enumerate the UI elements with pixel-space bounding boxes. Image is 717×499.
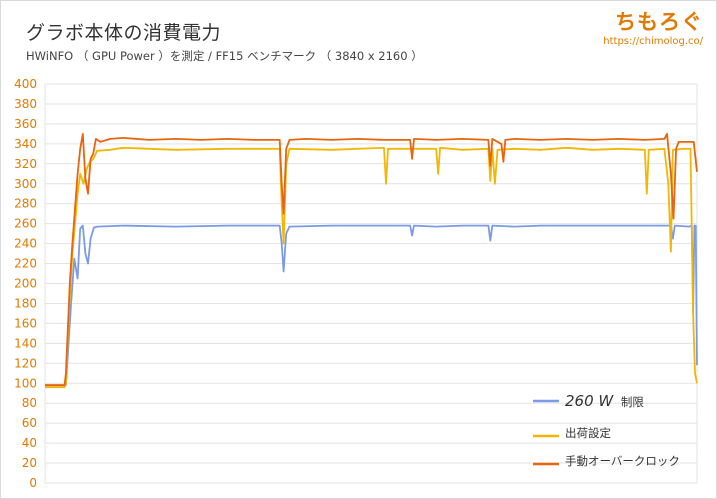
y-tick-label: 320 [14, 157, 37, 171]
y-tick-label: 120 [14, 356, 37, 370]
y-tick-label: 0 [29, 476, 37, 490]
y-tick-label: 400 [14, 77, 37, 91]
y-tick-label: 200 [14, 277, 37, 291]
legend-label-oc: 手動オーバークロック [565, 454, 680, 468]
y-tick-label: 380 [14, 97, 37, 111]
y-tick-label: 300 [14, 177, 37, 191]
y-tick-label: 100 [14, 376, 37, 390]
y-tick-label: 60 [22, 416, 37, 430]
legend-label-260w-suffix: 制限 [621, 395, 644, 409]
logo-url: https://chimolog.co/ [603, 36, 703, 47]
y-tick-label: 240 [14, 237, 37, 251]
site-logo: ちもろぐ https://chimolog.co/ [603, 6, 703, 47]
y-tick-label: 260 [14, 217, 37, 231]
series-line-260w [45, 224, 698, 387]
chart-title: グラボ本体の消費電力 [26, 22, 222, 44]
legend-label-260w-main: 260 W [565, 392, 614, 410]
y-tick-label: 340 [14, 137, 37, 151]
legend-label-260w: 260 W 制限 [565, 392, 644, 410]
legend: 260 W 制限 出荷設定 手動オーバークロック [533, 392, 680, 468]
grid [44, 83, 698, 484]
y-tick-label: 80 [22, 396, 37, 410]
y-tick-label: 280 [14, 197, 37, 211]
y-tick-label: 220 [14, 257, 37, 271]
y-tick-label: 40 [22, 436, 37, 450]
legend-label-stock: 出荷設定 [565, 426, 611, 440]
y-tick-label: 180 [14, 296, 37, 310]
series-line-oc [45, 132, 698, 387]
y-tick-label: 360 [14, 117, 37, 131]
logo-text: ちもろぐ [615, 10, 703, 34]
chart-subtitle: HWiNFO （ GPU Power ）を測定 / FF15 ベンチマーク （ … [26, 49, 423, 63]
y-axis: 0 20 40 60 80 100 120 140 160 180 200 220 240 260 280 3… [14, 77, 37, 490]
y-tick-label: 160 [14, 316, 37, 330]
y-tick-label: 20 [22, 456, 37, 470]
series-lines [45, 132, 698, 389]
y-tick-label: 140 [14, 336, 37, 350]
